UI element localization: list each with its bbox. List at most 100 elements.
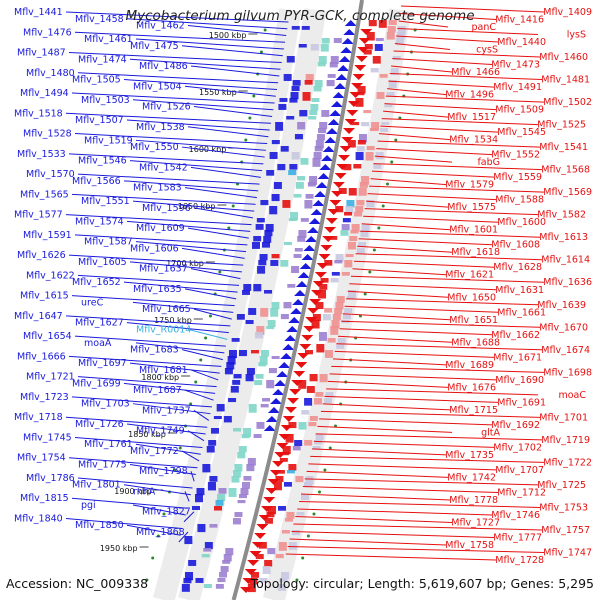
gene-block — [326, 80, 335, 87]
gene-block — [279, 458, 288, 462]
gene-block — [277, 164, 286, 171]
gene-block — [354, 212, 363, 217]
gene-block — [213, 506, 222, 511]
gene-block — [366, 146, 375, 151]
forward-gene-arrow — [297, 272, 310, 278]
gene-block — [294, 248, 303, 252]
gc-dot — [199, 358, 203, 362]
reverse-gene-arrow — [311, 290, 324, 296]
forward-gene-arrow — [278, 362, 291, 368]
gc-dot — [398, 116, 402, 120]
forward-gene-arrow — [294, 290, 307, 296]
gene-block — [300, 218, 309, 222]
gene-block — [237, 500, 246, 504]
reverse-gene-arrow — [360, 29, 373, 35]
reverse-gene-arrow — [244, 569, 257, 575]
forward-gene-arrow — [322, 146, 335, 152]
gene-block — [330, 326, 339, 335]
right-gene-label: Mflv_1618 — [451, 247, 500, 258]
gene-block — [301, 26, 310, 30]
right-gene-label: Mflv_1689 — [445, 360, 494, 371]
gene-block — [267, 320, 276, 327]
gene-block — [329, 236, 338, 240]
gene-block — [288, 542, 297, 550]
gene-block — [225, 548, 234, 556]
left-gene-label: Mflv_1815 — [20, 493, 69, 504]
track-band — [262, 8, 412, 600]
gene-block — [297, 176, 306, 181]
gene-block — [350, 230, 359, 234]
right-gene-leader — [397, 28, 539, 36]
gene-block — [313, 152, 322, 160]
right-gene-leader — [339, 328, 493, 336]
left-gene-leader — [184, 288, 237, 300]
left-gene-leader — [187, 430, 205, 442]
gene-block — [324, 260, 333, 266]
reverse-gene-arrow — [322, 236, 335, 242]
left-gene-label: Mflv_1494 — [20, 88, 69, 99]
gene-block — [231, 476, 240, 483]
gene-block — [245, 374, 254, 382]
right-gene-leader — [381, 118, 539, 126]
gene-block — [358, 134, 367, 143]
right-gene-label: Mflv_1778 — [449, 495, 498, 506]
gene-block — [253, 236, 262, 242]
right-gene-leader — [377, 140, 541, 148]
left-gene-leader — [74, 133, 268, 145]
right-gene-label: Mflv_1588 — [495, 195, 544, 206]
gene-block — [228, 350, 237, 359]
gene-block — [291, 86, 300, 92]
left-gene-leader — [65, 11, 289, 23]
reverse-gene-arrow — [293, 371, 306, 377]
left-gene-label: Mflv_1526 — [142, 102, 191, 113]
right-gene-leader — [367, 193, 497, 201]
gene-block — [305, 74, 314, 81]
right-gene-label: Mflv_1670 — [539, 322, 588, 333]
forward-gene-arrow — [312, 200, 325, 206]
forward-gene-arrow — [265, 416, 278, 422]
left-gene-leader — [193, 308, 232, 320]
reverse-gene-arrow — [358, 38, 371, 44]
gene-block — [294, 134, 303, 140]
right-gene-leader — [392, 58, 493, 66]
left-gene-leader — [132, 504, 186, 516]
left-gene-leader — [181, 247, 245, 259]
gene-block — [316, 134, 325, 141]
reverse-gene-arrow — [351, 83, 364, 89]
gene-block — [335, 302, 344, 310]
right-gene-label: Mflv_1757 — [541, 525, 590, 536]
gc-dot — [208, 314, 212, 318]
gene-block — [331, 320, 340, 329]
left-gene-label: Mflv_1775 — [78, 459, 127, 470]
right-gene-label: Mflv_1541 — [539, 142, 588, 153]
gene-block — [270, 260, 279, 266]
reverse-gene-arrow — [287, 398, 300, 404]
gene-block — [194, 494, 203, 503]
gene-block — [370, 68, 379, 73]
gene-block — [319, 284, 328, 290]
right-gene-leader — [287, 545, 545, 553]
gene-block — [397, 26, 406, 35]
gc-dot — [259, 50, 263, 54]
left-gene-leader — [126, 423, 206, 435]
gene-block — [280, 146, 289, 152]
forward-gene-arrow — [332, 92, 345, 98]
left-gene-leader — [190, 471, 195, 482]
gene-block — [330, 56, 339, 65]
left-gene-leader — [123, 79, 277, 91]
gene-block — [337, 338, 346, 345]
left-gene-label: Mflv_1868 — [136, 527, 185, 538]
gene-block — [184, 536, 193, 545]
gene-block — [206, 446, 215, 453]
reverse-gene-arrow — [324, 227, 337, 233]
left-gene-leader — [126, 18, 288, 30]
right-gene-leader — [312, 448, 447, 456]
left-gene-label: Mflv_1772 — [130, 446, 179, 457]
gene-block — [378, 20, 387, 28]
gene-block — [201, 554, 210, 558]
gene-block — [253, 434, 262, 439]
forward-gene-arrow — [288, 317, 301, 323]
left-gene-label: Mflv_1635 — [133, 284, 182, 295]
gene-block — [248, 308, 257, 315]
forward-gene-arrow — [270, 398, 283, 404]
